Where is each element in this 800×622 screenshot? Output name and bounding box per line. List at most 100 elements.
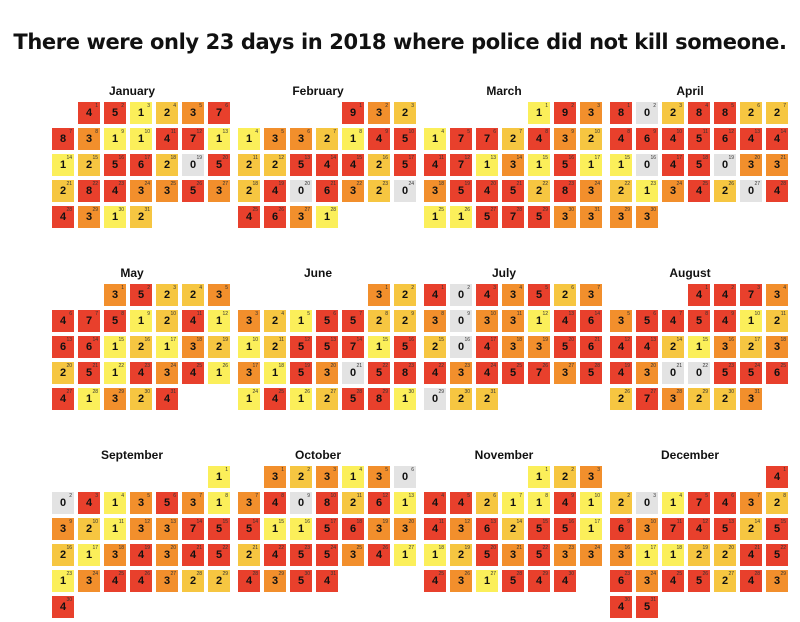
- day-number: 18: [438, 181, 444, 187]
- kill-count-label: 3: [431, 315, 439, 327]
- day-number: 20: [304, 181, 310, 187]
- kill-count-label: 2: [617, 497, 625, 509]
- day-cell: 24 5: [316, 544, 338, 566]
- kill-count-label: 4: [245, 211, 253, 223]
- day-number: 3: [333, 467, 336, 473]
- kill-count-label: 1: [431, 549, 439, 561]
- kill-count-label: 3: [163, 549, 171, 561]
- kill-count-label: 3: [163, 185, 171, 197]
- kill-count-label: 3: [245, 497, 253, 509]
- day-number: 1: [545, 467, 548, 473]
- day-number: 22: [222, 545, 228, 551]
- day-cell: 11 4: [156, 128, 178, 150]
- day-number: 8: [121, 311, 124, 317]
- kill-count-label: 4: [457, 497, 465, 509]
- day-number: 14: [92, 337, 98, 343]
- day-number: 10: [676, 129, 682, 135]
- day-cell: 17 5: [394, 154, 416, 176]
- day-cell: 27 0: [740, 180, 762, 202]
- day-number: 9: [627, 519, 630, 525]
- kill-count-label: 2: [349, 497, 357, 509]
- day-cell: 29 4: [528, 570, 550, 592]
- day-number: 8: [95, 129, 98, 135]
- kill-count-label: 7: [669, 523, 677, 535]
- day-cell: 16 5: [554, 154, 576, 176]
- kill-count-label: 6: [643, 133, 651, 145]
- day-number: 19: [382, 519, 388, 525]
- day-cell: 17 3: [238, 362, 260, 384]
- kill-count-label: 6: [323, 185, 331, 197]
- kill-count-label: 4: [271, 549, 279, 561]
- day-cell: 18 1: [424, 544, 446, 566]
- kill-count-label: 3: [643, 575, 651, 587]
- day-cell: 22 0: [688, 362, 710, 384]
- day-cell: 13 5: [316, 336, 338, 358]
- day-cell: 23 3: [554, 544, 576, 566]
- day-number: 17: [490, 337, 496, 343]
- day-number: 23: [464, 363, 470, 369]
- day-number: 7: [199, 493, 202, 499]
- day-cell: 22 1: [104, 362, 126, 384]
- day-cell: 20 3: [316, 362, 338, 384]
- day-cell: 17 1: [156, 336, 178, 358]
- day-cell: 24 3: [580, 180, 602, 202]
- kill-count-label: 1: [431, 133, 439, 145]
- kill-count-label: 1: [137, 107, 145, 119]
- day-number: 15: [118, 337, 124, 343]
- day-cell: 15 1: [368, 336, 390, 358]
- day-number: 6: [69, 311, 72, 317]
- day-number: 13: [304, 155, 310, 161]
- kill-count-label: 1: [111, 497, 119, 509]
- kill-count-label: 3: [747, 497, 755, 509]
- day-cell: 13 1: [394, 492, 416, 514]
- kill-count-label: 3: [85, 575, 93, 587]
- kill-count-label: 2: [509, 133, 517, 145]
- day-number: 24: [170, 363, 176, 369]
- kill-count-label: 5: [773, 549, 781, 561]
- kill-count-label: 3: [215, 289, 223, 301]
- month-name: October: [294, 448, 341, 462]
- day-number: 25: [170, 181, 176, 187]
- day-number: 19: [304, 363, 310, 369]
- day-cell: 11 4: [424, 154, 446, 176]
- day-cell: 25 4: [662, 570, 684, 592]
- kill-count-label: 2: [375, 185, 383, 197]
- day-cell: 20 3: [156, 544, 178, 566]
- day-cell: 25 4: [688, 180, 710, 202]
- day-cell: 14 2: [502, 518, 524, 540]
- kill-count-label: 2: [561, 471, 569, 483]
- kill-count-label: 3: [535, 341, 543, 353]
- day-cell: 15 1: [104, 336, 126, 358]
- kill-count-label: 1: [483, 159, 491, 171]
- kill-count-label: 3: [375, 289, 383, 301]
- kill-count-label: 1: [271, 523, 279, 535]
- day-cell: 17 4: [662, 154, 684, 176]
- day-cell: 29 5: [528, 206, 550, 228]
- day-number: 2: [121, 103, 124, 109]
- day-number: 1: [121, 285, 124, 291]
- kill-count-label: 4: [323, 575, 331, 587]
- day-number: 23: [568, 181, 574, 187]
- day-cell: 10 3: [476, 310, 498, 332]
- kill-count-label: 3: [587, 107, 595, 119]
- kill-count-label: 3: [509, 159, 517, 171]
- day-number: 8: [441, 311, 444, 317]
- day-cell: 14 7: [342, 336, 364, 358]
- kill-count-label: 2: [163, 159, 171, 171]
- day-number: 6: [493, 129, 496, 135]
- day-cell: 30 3: [636, 206, 658, 228]
- kill-count-label: 7: [695, 497, 703, 509]
- day-number: 1: [783, 467, 786, 473]
- kill-count-label: 3: [561, 549, 569, 561]
- kill-count-label: 5: [587, 367, 595, 379]
- day-number: 3: [147, 103, 150, 109]
- kill-count-label: 2: [245, 185, 253, 197]
